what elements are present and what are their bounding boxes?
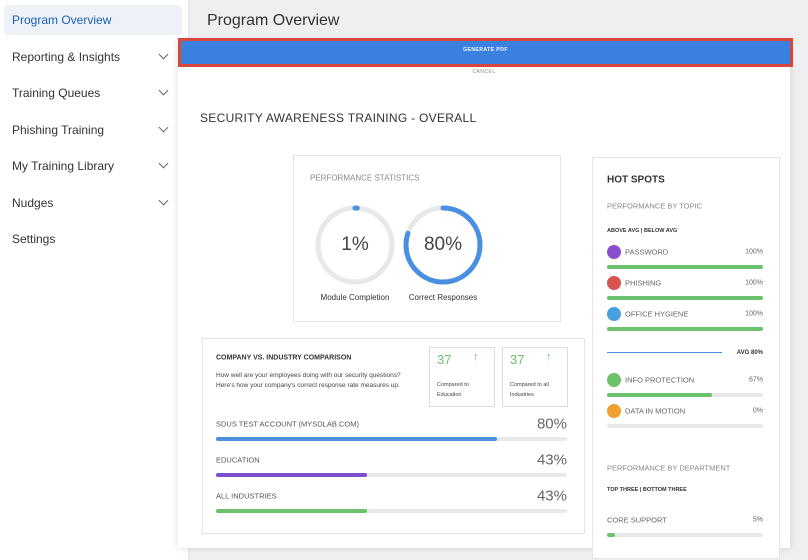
comparison-card: [202, 338, 585, 534]
topic-value: 100%: [745, 279, 763, 287]
card-value: 37: [437, 352, 452, 367]
topic-label: OFFICE HYGIENE: [625, 309, 689, 319]
section-label: PERFORMANCE BY TOPIC: [607, 201, 703, 211]
bar: [607, 265, 763, 269]
card-caption: Compared to Education: [437, 382, 469, 398]
section-label: COMPANY VS. INDUSTRY COMPARISON: [216, 354, 352, 362]
filter: TOP THREE | BOTTOM THREE: [607, 487, 687, 493]
filter: ABOVE AVG | BELOW AVG: [607, 228, 678, 234]
nav-item[interactable]: Phishing Training: [12, 122, 105, 137]
compare-card: [429, 347, 495, 407]
topic-label: CORE SUPPORT: [607, 515, 667, 525]
bar-track: [216, 509, 567, 513]
ring-value: 1%: [341, 234, 369, 255]
section-label: PERFORMANCE BY DEPARTMENT: [607, 463, 731, 473]
up-arrow: ↑: [546, 351, 552, 363]
nav-item[interactable]: Settings: [12, 232, 56, 246]
row-label: EDUCATION: [216, 455, 260, 465]
sidebar: [0, 0, 189, 560]
hot-spots-card: [592, 157, 780, 559]
topic-value: 67%: [748, 376, 763, 384]
avg-label: AVG 80%: [736, 350, 763, 356]
nav-item[interactable]: Nudges: [12, 195, 54, 210]
bar: [216, 473, 367, 477]
topic-label: INFO PROTECTION: [625, 375, 695, 385]
bar: [216, 437, 497, 441]
section-label: PERFORMANCE STATISTICS: [310, 173, 420, 183]
topic-label: DATA IN MOTION: [625, 406, 686, 416]
bar-track: [607, 533, 763, 537]
row-label: SDUS TEST ACCOUNT (MYSDLAB.COM): [216, 419, 359, 429]
topic-icon: [607, 245, 621, 259]
topic-label: PASSWORD: [625, 247, 669, 257]
card-value: 37: [510, 352, 525, 367]
cancel[interactable]: CANCEL: [472, 69, 496, 75]
compare-card: [502, 347, 568, 407]
report-title: SECURITY AWARENESS TRAINING - OVERALL: [200, 111, 477, 125]
ring-caption: Module Completion: [320, 293, 390, 302]
generate-label: GENERATE PDF: [463, 47, 508, 53]
topic-label: PHISHING: [625, 278, 662, 288]
row-value: 80%: [536, 415, 567, 433]
bar-track: [607, 424, 763, 428]
nav-item[interactable]: My Training Library: [12, 159, 115, 173]
row-label: ALL INDUSTRIES: [216, 491, 277, 501]
page-title: Program Overview: [207, 12, 340, 29]
topic-icon: [607, 276, 621, 290]
topic-value: 5%: [752, 516, 763, 524]
up-arrow: ↑: [473, 351, 479, 363]
ring-caption: Correct Responses: [408, 293, 478, 302]
row-value: 43%: [536, 487, 567, 505]
bar: [607, 533, 615, 537]
bar: [607, 393, 712, 397]
topic-value: 0%: [752, 407, 763, 415]
nav-active: [4, 5, 182, 35]
card-caption: Compared to all Industries: [510, 382, 549, 398]
topic-icon: [607, 373, 621, 387]
avg-line: [607, 352, 722, 353]
bar: [216, 509, 367, 513]
section-title: HOT SPOTS: [607, 174, 665, 186]
row-value: 43%: [536, 451, 567, 469]
topic-value: 100%: [745, 310, 763, 318]
description: How well are your employees doing with o…: [216, 372, 401, 389]
generate-pdf-button[interactable]: [178, 38, 793, 67]
topic-value: 100%: [745, 248, 763, 256]
bar-track: [216, 473, 567, 477]
nav-item[interactable]: Reporting & Insights: [12, 49, 121, 64]
topic-icon: [607, 404, 621, 418]
nav-item[interactable]: Program Overview: [12, 13, 112, 27]
ring-value: 80%: [423, 234, 463, 255]
bar: [607, 327, 763, 331]
nav-item[interactable]: Training Queues: [12, 86, 101, 100]
topic-icon: [607, 307, 621, 321]
bar: [607, 296, 763, 300]
